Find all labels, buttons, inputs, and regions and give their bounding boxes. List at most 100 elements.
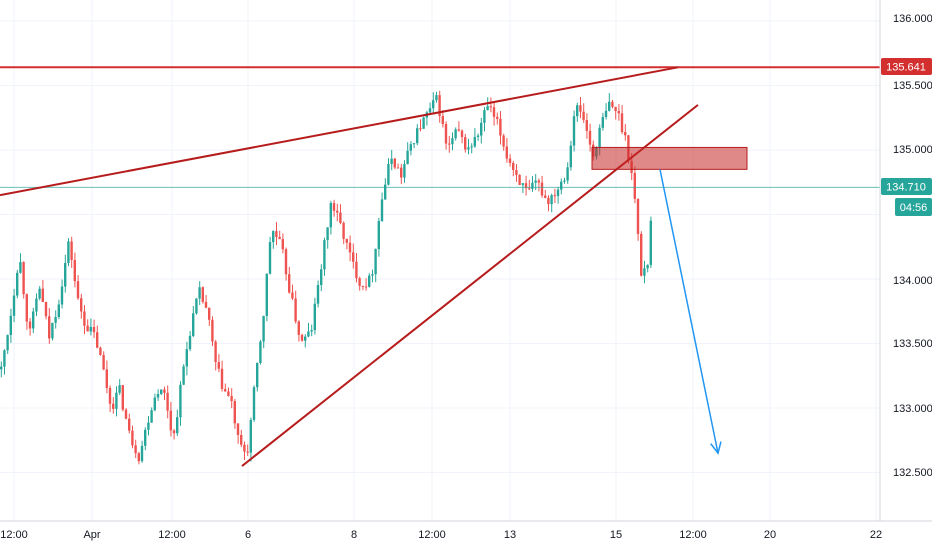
down-candle-body bbox=[419, 128, 422, 130]
up-candle-body bbox=[323, 240, 326, 270]
down-candle-body bbox=[134, 445, 137, 454]
down-candle-body bbox=[236, 423, 240, 435]
up-candle-body bbox=[473, 136, 476, 147]
candles bbox=[0, 90, 652, 465]
up-candle-body bbox=[377, 220, 380, 250]
up-candle-body bbox=[304, 336, 307, 341]
down-candle-body bbox=[499, 118, 502, 136]
up-candle-body bbox=[19, 262, 22, 273]
up-candle-body bbox=[403, 164, 406, 178]
down-candle-body bbox=[108, 388, 112, 404]
up-candle-body bbox=[6, 335, 9, 351]
up-candle-body bbox=[153, 397, 156, 411]
up-candle-body bbox=[313, 303, 316, 331]
up-candle-body bbox=[147, 422, 150, 430]
down-candle-body bbox=[86, 325, 89, 332]
x-tick-label: 12:00 bbox=[158, 529, 186, 541]
up-candle-body bbox=[569, 145, 572, 168]
down-candle-body bbox=[44, 302, 48, 317]
down-candle-body bbox=[460, 130, 464, 138]
up-candle-body bbox=[406, 150, 409, 165]
up-candle-body bbox=[412, 143, 416, 145]
down-candle-body bbox=[105, 369, 108, 389]
projection-arrow-shaft bbox=[659, 169, 719, 454]
down-candle-body bbox=[342, 222, 345, 239]
up-candle-body bbox=[259, 341, 262, 363]
down-candle-body bbox=[294, 298, 297, 322]
up-candle-body bbox=[188, 335, 192, 350]
down-candle-body bbox=[201, 287, 204, 302]
down-candle-body bbox=[243, 444, 246, 452]
down-candle-body bbox=[633, 172, 636, 199]
down-candle-body bbox=[336, 210, 339, 213]
up-candle-body bbox=[486, 106, 489, 111]
down-candle-body bbox=[288, 274, 291, 293]
up-candle-body bbox=[176, 417, 179, 434]
down-candle-body bbox=[537, 180, 540, 183]
down-candle-body bbox=[585, 120, 588, 131]
countdown-badge bbox=[895, 198, 932, 216]
up-candle-body bbox=[646, 264, 649, 269]
down-candle-body bbox=[438, 95, 441, 117]
up-candle-body bbox=[649, 220, 652, 265]
down-candle-body bbox=[220, 368, 224, 389]
y-tick-label: 135.500 bbox=[893, 80, 932, 92]
up-candle-body bbox=[35, 298, 38, 312]
up-candle-body bbox=[476, 135, 480, 137]
up-candle-body bbox=[454, 129, 457, 139]
up-candle-body bbox=[140, 445, 144, 462]
annotations[interactable] bbox=[0, 66, 880, 467]
up-candle-body bbox=[598, 127, 601, 148]
y-tick-label: 132.500 bbox=[893, 467, 932, 479]
down-candle-body bbox=[524, 183, 528, 189]
up-candle-body bbox=[451, 138, 454, 145]
down-candle-body bbox=[73, 259, 76, 282]
up-candle-body bbox=[249, 419, 252, 453]
x-tick-label: 12:00 bbox=[418, 529, 446, 541]
down-candle-body bbox=[588, 130, 592, 145]
down-candle-body bbox=[102, 355, 105, 370]
up-candle-body bbox=[409, 144, 412, 151]
down-candle-body bbox=[131, 430, 134, 446]
down-candle-body bbox=[553, 195, 556, 197]
x-tick-label: 12:00 bbox=[679, 529, 707, 541]
up-candle-body bbox=[307, 331, 310, 337]
down-candle-body bbox=[508, 158, 512, 164]
up-candle-body bbox=[572, 116, 576, 146]
down-candle-body bbox=[489, 106, 492, 108]
up-candle-body bbox=[534, 180, 537, 183]
up-candle-body bbox=[156, 394, 160, 398]
down-candle-body bbox=[457, 129, 460, 131]
x-tick-label: 13 bbox=[504, 529, 516, 541]
down-candle-body bbox=[275, 231, 278, 238]
up-candle-body bbox=[118, 385, 121, 393]
up-candle-body bbox=[310, 330, 313, 332]
down-candle-body bbox=[352, 252, 355, 262]
down-candle-body bbox=[464, 137, 467, 150]
up-candle-body bbox=[604, 110, 608, 118]
down-candle-body bbox=[204, 301, 208, 308]
up-candle-body bbox=[265, 273, 268, 316]
down-candle-body bbox=[505, 146, 508, 159]
down-candle-body bbox=[617, 111, 620, 114]
up-candle-body bbox=[556, 189, 560, 197]
down-candle-body bbox=[582, 111, 585, 121]
up-candle-body bbox=[566, 167, 569, 181]
down-candle-body bbox=[396, 167, 400, 169]
down-candle-body bbox=[112, 403, 115, 409]
up-candle-body bbox=[608, 101, 611, 111]
last-price-badge bbox=[881, 178, 932, 195]
up-candle-body bbox=[64, 262, 67, 287]
down-candle-body bbox=[492, 107, 496, 117]
down-candle-body bbox=[208, 307, 211, 320]
resistance-price-badge bbox=[881, 58, 932, 75]
down-candle-body bbox=[339, 212, 342, 223]
down-candle-body bbox=[233, 401, 236, 424]
supply-zone-box bbox=[591, 146, 748, 170]
up-candle-body bbox=[268, 242, 272, 274]
x-tick-label: 22 bbox=[870, 529, 882, 541]
up-candle-body bbox=[160, 389, 163, 395]
up-candle-body bbox=[316, 285, 320, 304]
up-candle-body bbox=[368, 275, 371, 287]
